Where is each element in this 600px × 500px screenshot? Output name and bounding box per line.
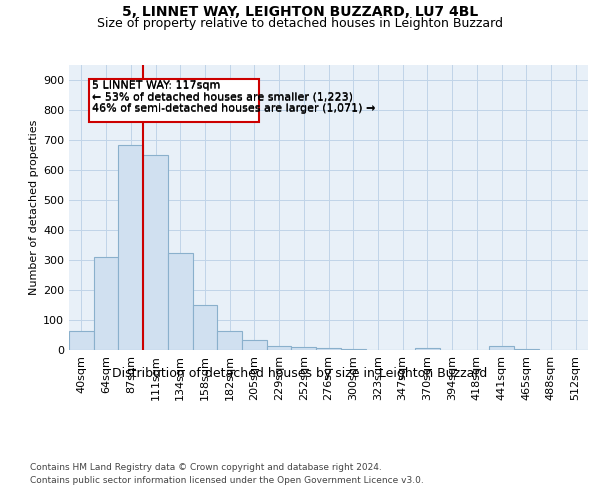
Y-axis label: Number of detached properties: Number of detached properties [29, 120, 39, 295]
Bar [143, 155, 168, 350]
Text: Distribution of detached houses by size in Leighton Buzzard: Distribution of detached houses by size … [112, 368, 488, 380]
Bar [217, 330, 242, 350]
Bar [118, 144, 143, 350]
FancyBboxPatch shape [89, 78, 259, 122]
Bar [489, 346, 514, 350]
Bar [168, 252, 193, 350]
Bar [69, 330, 94, 350]
Text: 5 LINNET WAY: 117sqm
← 53% of detached houses are smaller (1,223)
46% of semi-de: 5 LINNET WAY: 117sqm ← 53% of detached h… [92, 80, 376, 113]
Bar [193, 305, 217, 350]
Bar [316, 348, 341, 350]
Text: 5 LINNET WAY: 117sqm
← 53% of detached houses are smaller (1,223)
46% of semi-de: 5 LINNET WAY: 117sqm ← 53% of detached h… [92, 81, 376, 114]
Bar [292, 347, 316, 350]
Text: Size of property relative to detached houses in Leighton Buzzard: Size of property relative to detached ho… [97, 18, 503, 30]
Bar [341, 348, 365, 350]
Bar [242, 340, 267, 350]
Text: Contains HM Land Registry data © Crown copyright and database right 2024.: Contains HM Land Registry data © Crown c… [30, 462, 382, 471]
Bar [94, 257, 118, 350]
Bar [514, 348, 539, 350]
Text: 5, LINNET WAY, LEIGHTON BUZZARD, LU7 4BL: 5, LINNET WAY, LEIGHTON BUZZARD, LU7 4BL [122, 5, 478, 19]
Bar [415, 348, 440, 350]
Text: Contains public sector information licensed under the Open Government Licence v3: Contains public sector information licen… [30, 476, 424, 485]
Bar [267, 346, 292, 350]
